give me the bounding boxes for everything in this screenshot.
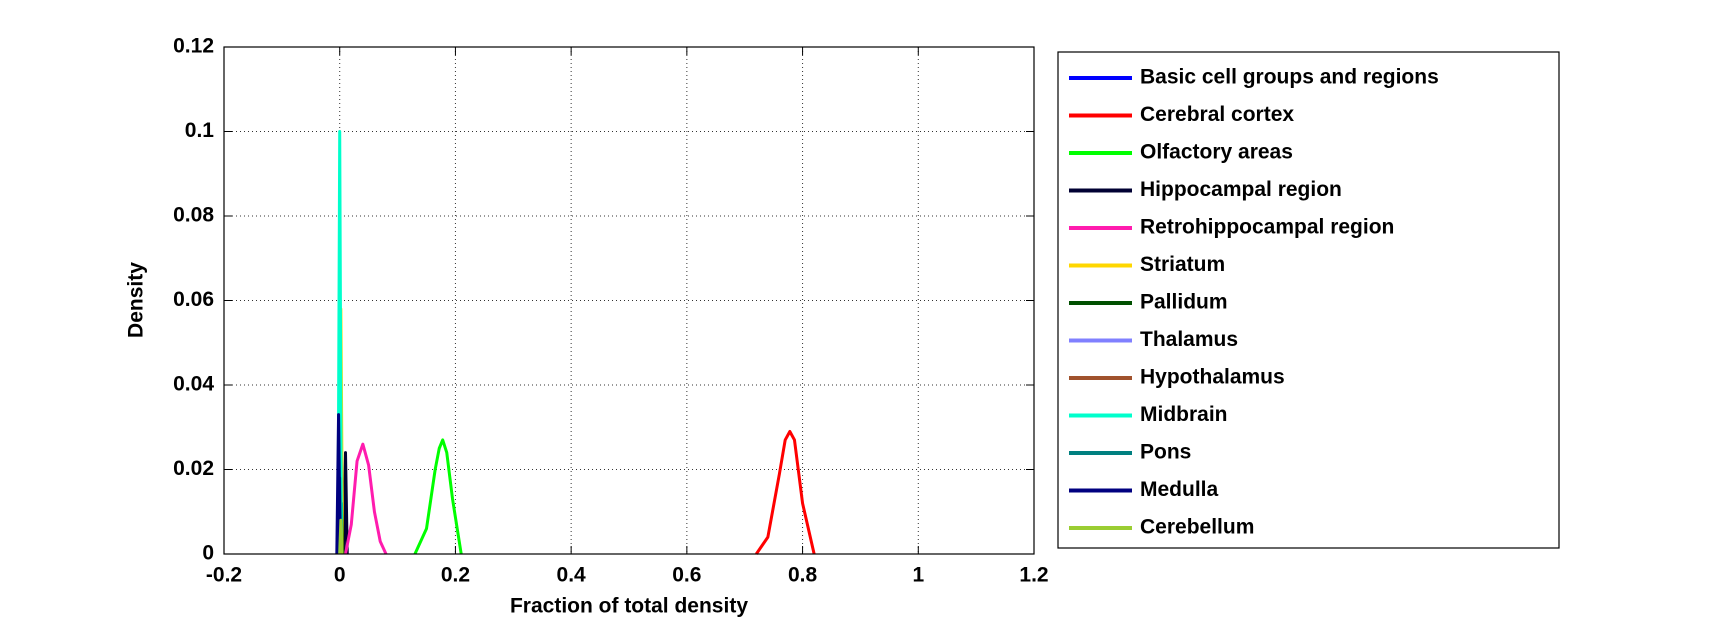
y-tick-label: 0.02 [173,457,214,480]
y-tick-label: 0 [202,542,214,565]
x-tick-label: 0.2 [441,564,470,587]
x-tick-label: -0.2 [206,564,242,587]
x-tick-label: 1.2 [1019,564,1048,587]
data-line [413,438,463,555]
y-tick-label: 0.08 [173,204,214,227]
data-line [342,451,349,555]
data-line [344,442,388,555]
legend-label: Pons [1140,441,1191,464]
data-line [338,518,344,555]
legend-label: Hippocampal region [1140,178,1342,201]
legend-label: Cerebellum [1140,516,1254,539]
data-line [335,413,342,555]
legend-label: Pallidum [1140,291,1228,314]
legend-label: Medulla [1140,478,1218,501]
legend-label: Cerebral cortex [1140,103,1294,126]
x-axis-label: Fraction of total density [510,595,748,618]
data-line [755,429,816,555]
x-tick-label: 0.4 [557,564,587,587]
y-tick-label: 0.04 [173,373,214,396]
legend-label: Basic cell groups and regions [1140,66,1439,89]
x-tick-label: 0.8 [788,564,818,587]
y-tick-label: 0.1 [185,119,215,142]
legend-label: Hypothalamus [1140,366,1285,389]
legend-label: Striatum [1140,253,1225,276]
x-tick-label: 0.6 [672,564,701,587]
legend-label: Retrohippocampal region [1140,216,1394,239]
x-tick-label: 1 [912,564,924,587]
legend-box [1057,51,1560,549]
y-axis-label: Density [125,262,148,338]
y-tick-label: 0.12 [173,35,214,58]
axes-frame [223,46,1035,555]
legend-label: Midbrain [1140,403,1228,426]
legend-label: Olfactory areas [1140,141,1293,164]
x-tick-label: 0 [334,564,346,587]
legend-label: Thalamus [1140,328,1238,351]
y-tick-label: 0.06 [173,288,214,311]
